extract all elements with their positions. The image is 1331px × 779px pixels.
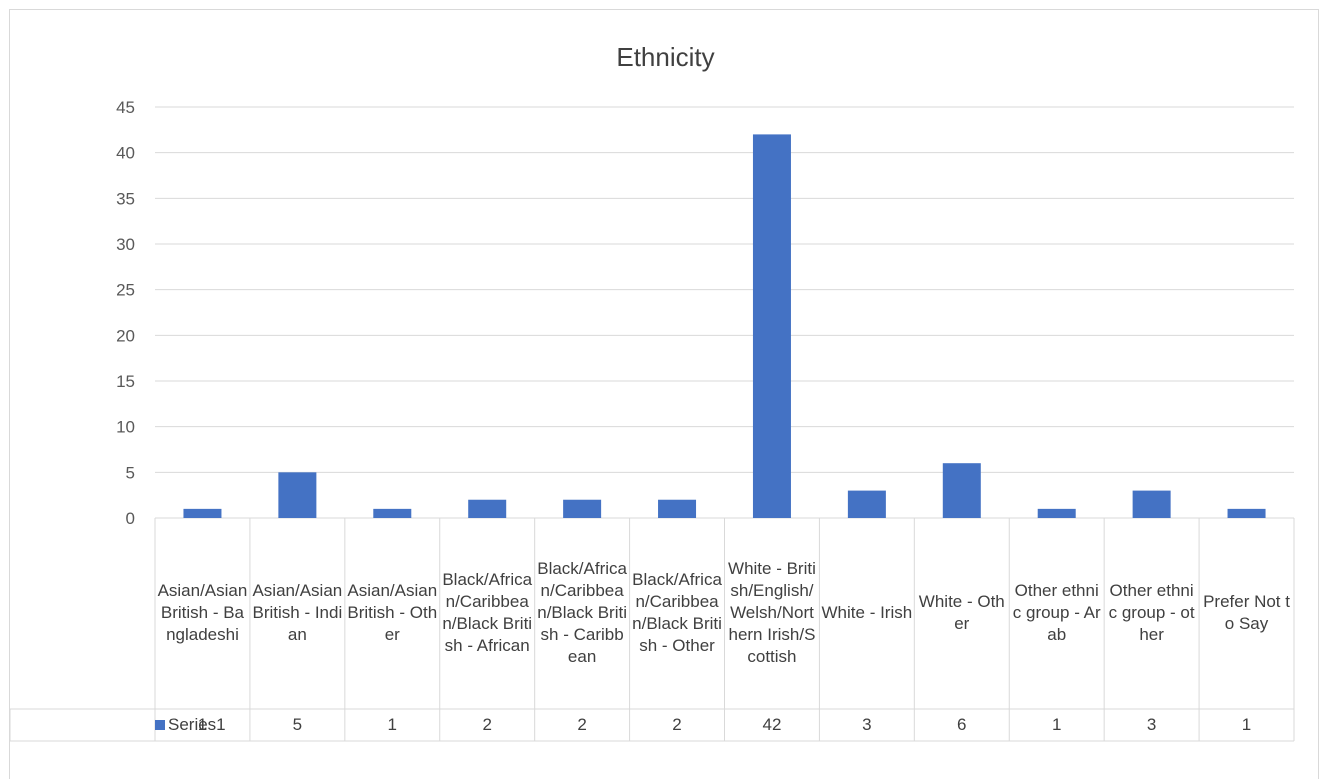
x-category-label: Asian/Asian British - Indian <box>252 581 343 644</box>
chart-title: Ethnicity <box>616 42 715 72</box>
data-table-value: 1 <box>1241 715 1252 734</box>
data-table-value: 5 <box>292 715 303 734</box>
bar <box>752 134 791 518</box>
data-table-value: 2 <box>482 715 492 734</box>
x-category-label: Prefer Not to Say <box>1203 592 1290 633</box>
bar <box>183 508 222 518</box>
bar <box>1037 508 1076 518</box>
chart-area <box>9 9 1319 779</box>
data-table-value: 3 <box>1146 715 1157 734</box>
legend-series-name: Series1 <box>168 715 226 734</box>
bar <box>847 490 886 518</box>
legend-swatch <box>155 720 165 730</box>
data-table-value: 2 <box>672 715 682 734</box>
bar <box>468 499 507 518</box>
x-category-label: White - Irish <box>821 603 913 622</box>
data-table-value: 1 <box>197 715 208 734</box>
x-category-label: Black/African/Caribbean/Black British - … <box>442 570 533 655</box>
bar <box>658 499 697 518</box>
x-category-label: Black/African/Caribbean/Black British - … <box>632 570 722 655</box>
bar <box>1227 508 1266 518</box>
data-table-value: 1 <box>1051 715 1062 734</box>
x-category-label: Other ethnic group - Arab <box>1012 581 1101 644</box>
x-category-label: Asian/Asian British - Other <box>347 581 438 644</box>
x-category-label: White - Other <box>918 592 1005 633</box>
y-tick-label: 40 <box>116 144 135 163</box>
data-table-value: 2 <box>577 715 587 734</box>
data-table-value: 42 <box>762 715 782 734</box>
legend-key: Series1 <box>155 709 226 741</box>
bar <box>563 499 602 518</box>
x-category-label: Black/African/Caribbean/Black British - … <box>537 559 627 666</box>
y-tick-label: 10 <box>116 418 135 437</box>
y-tick-label: 25 <box>116 281 135 300</box>
y-tick-label: 20 <box>116 326 135 345</box>
bar <box>373 508 412 518</box>
y-tick-label: 5 <box>126 463 135 482</box>
bar <box>278 472 317 518</box>
x-category-label: White - British/English/Welsh/Northern I… <box>728 559 816 666</box>
data-table-value: 3 <box>862 715 872 734</box>
y-tick-label: 35 <box>116 189 135 208</box>
data-table-value: 6 <box>957 715 967 734</box>
y-tick-label: 0 <box>126 509 135 528</box>
x-category-label: Asian/Asian British - Bangladeshi <box>157 581 248 644</box>
y-tick-label: 45 <box>116 98 135 117</box>
y-tick-label: 30 <box>116 235 135 254</box>
data-table-value: 1 <box>387 715 398 734</box>
bar <box>942 463 981 518</box>
x-category-label: Other ethnic group - other <box>1108 581 1195 644</box>
y-tick-label: 15 <box>116 372 135 391</box>
bar <box>1132 490 1171 518</box>
